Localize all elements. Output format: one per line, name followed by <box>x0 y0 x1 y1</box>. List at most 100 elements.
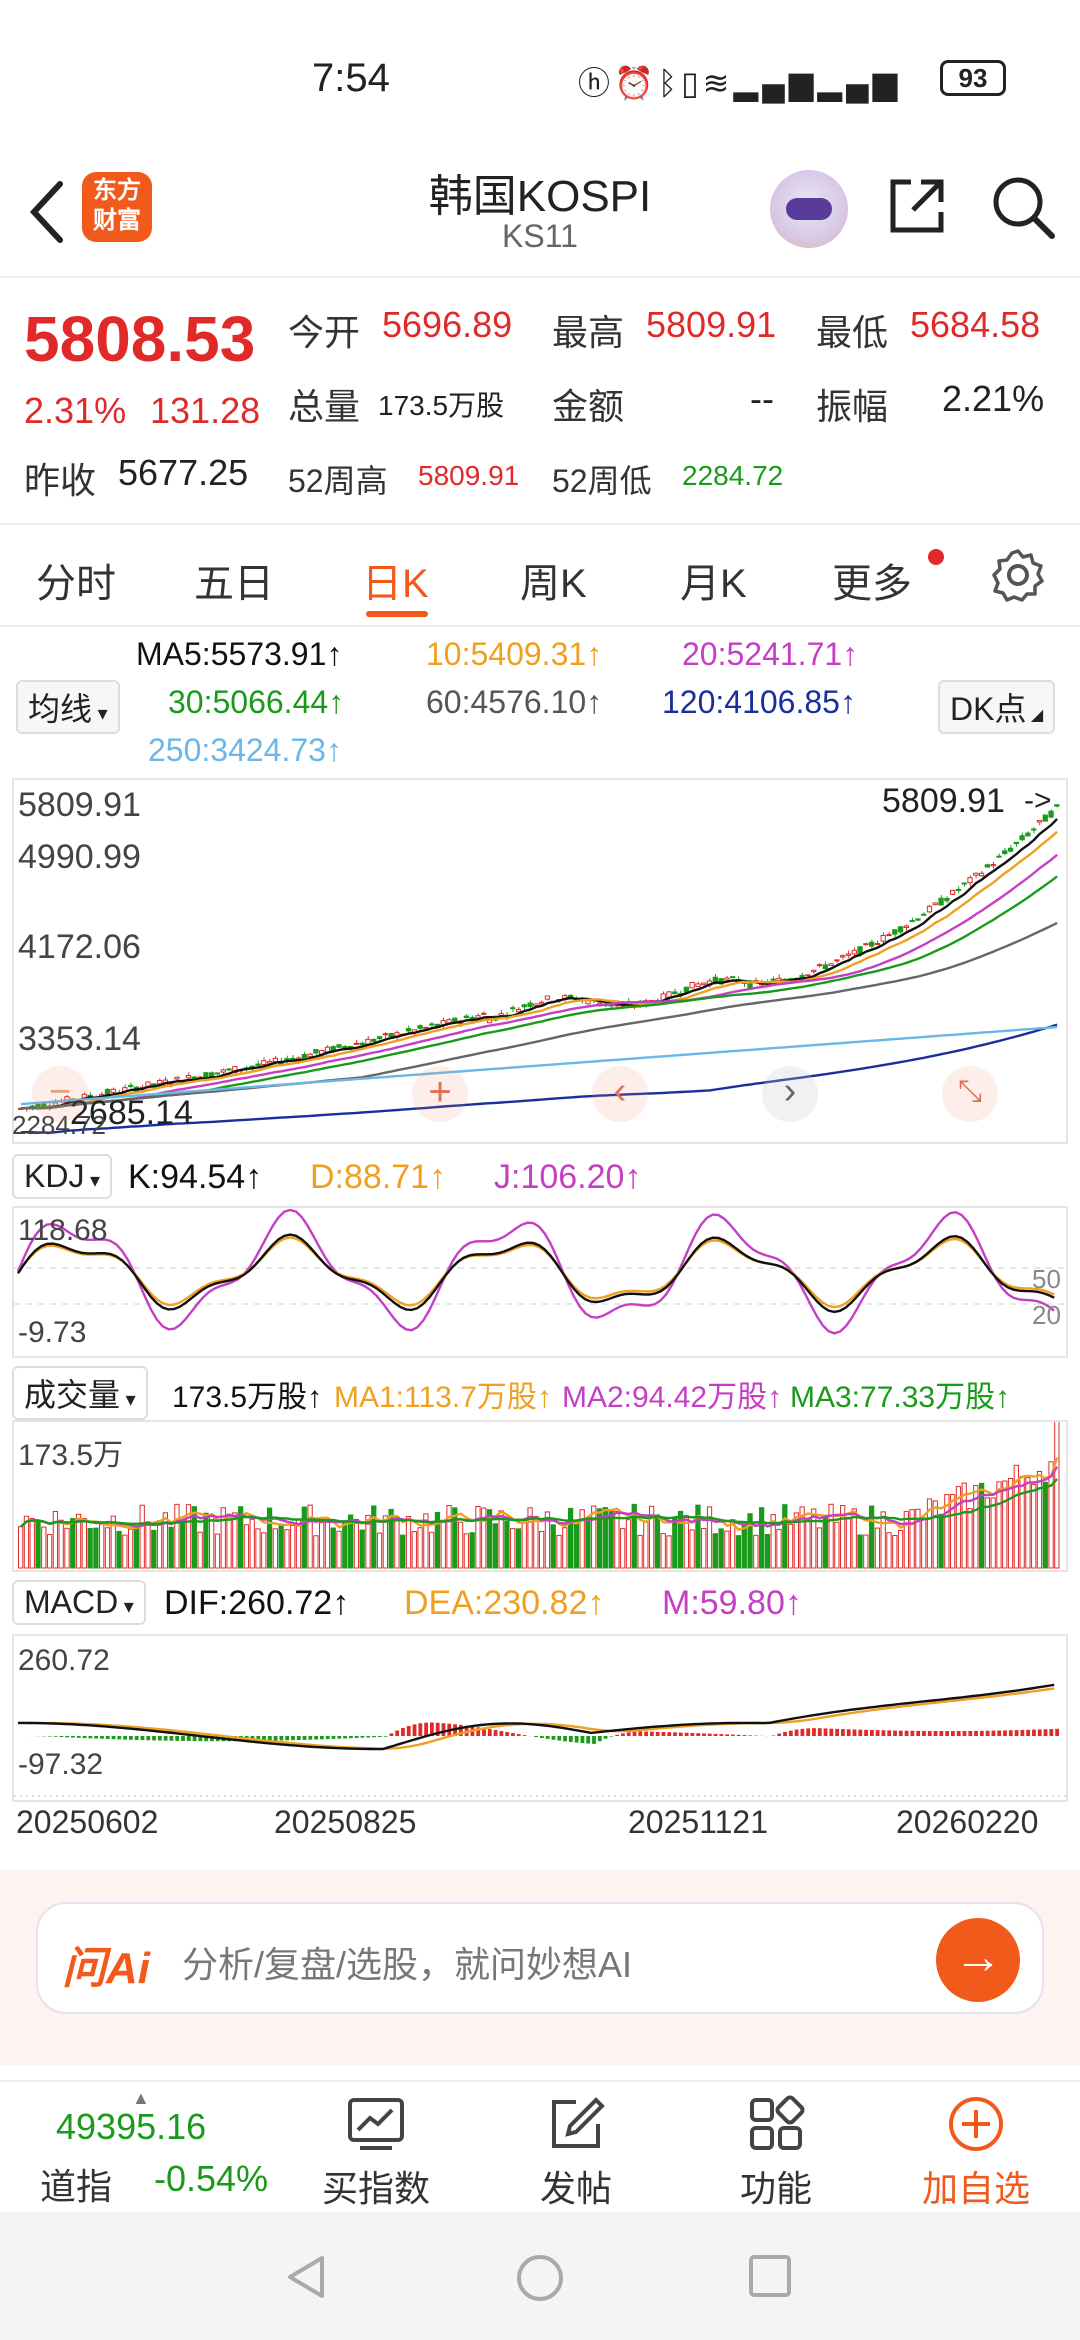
home-circle-icon[interactable] <box>514 2252 566 2304</box>
volume-bar <box>868 1505 875 1569</box>
macd-selector[interactable]: MACD ▾ <box>12 1580 146 1625</box>
macd-m-value: M:59.80↑ <box>662 1584 802 1622</box>
kline-chart[interactable]: 5809.91 4990.99 4172.06 3353.14 2685.14 … <box>12 778 1068 1144</box>
candle-body <box>955 888 962 891</box>
back-button[interactable] <box>20 172 80 252</box>
candle-body <box>834 959 840 962</box>
volume-bar <box>434 1511 441 1569</box>
functions-button[interactable]: 功能 <box>676 2082 876 2212</box>
volume-bar <box>874 1527 881 1569</box>
candle-body <box>382 1033 388 1036</box>
volume-bar <box>562 1527 568 1569</box>
settings-button[interactable] <box>990 547 1046 608</box>
volume-bar <box>122 1534 128 1569</box>
volume-bar <box>405 1516 412 1569</box>
volume-bar <box>365 1514 371 1569</box>
ai-submit-button[interactable]: → <box>936 1918 1020 2002</box>
candle-body <box>544 995 551 1000</box>
volume-bar <box>209 1513 215 1569</box>
buy-index-button[interactable]: 买指数 <box>276 2082 476 2212</box>
kdj-selector[interactable]: KDJ ▾ <box>12 1154 113 1199</box>
zoom-in-button[interactable]: + <box>412 1066 468 1122</box>
low-label: 最低 <box>816 312 889 353</box>
candle-body <box>376 1036 383 1040</box>
dow-index-value: 49395.16 <box>56 2106 207 2147</box>
tab-daily-k[interactable]: 日K <box>362 562 429 606</box>
volume-bar <box>718 1528 724 1569</box>
candle-body <box>527 1002 533 1008</box>
volume-bar <box>342 1520 348 1569</box>
volume-bar <box>677 1510 684 1569</box>
tab-weekly-k[interactable]: 周K <box>520 562 587 606</box>
volume-bar <box>776 1528 782 1569</box>
tab-monthly-k[interactable]: 月K <box>680 562 747 606</box>
candle-body <box>533 1003 539 1007</box>
scroll-left-button[interactable]: ‹ <box>592 1066 648 1122</box>
volume-bar <box>666 1535 672 1569</box>
volume-bar <box>197 1531 203 1569</box>
candle-body <box>892 929 898 935</box>
volume-bar <box>625 1519 632 1569</box>
volume-bar <box>266 1507 273 1569</box>
apps-grid-icon <box>750 2095 805 2150</box>
ma120-line <box>20 1023 1058 1134</box>
candle-body <box>990 864 996 867</box>
dow-index-change: -0.54% <box>154 2158 269 2199</box>
candle-body <box>203 1072 209 1079</box>
post-button[interactable]: 发帖 <box>476 2082 676 2212</box>
candle-body <box>811 969 817 973</box>
tab-five-day[interactable]: 五日 <box>194 562 274 606</box>
ai-search-bar[interactable]: 问Ai 分析/复盘/选股，就问妙想AI → <box>36 1902 1044 2014</box>
volume-bar <box>973 1485 979 1569</box>
share-button[interactable] <box>885 174 949 238</box>
tab-intraday[interactable]: 分时 <box>36 562 116 606</box>
kline-y-label: 3353.14 <box>18 1020 141 1058</box>
volume-bar <box>984 1497 991 1569</box>
52w-low-label: 52周低 <box>552 463 652 499</box>
wifi-icon: ≋ <box>702 65 734 101</box>
ma-selector[interactable]: 均线 ▾ <box>16 680 120 734</box>
dow-index-ticker[interactable]: ▲ 49395.16 道指 -0.54% <box>0 2082 290 2212</box>
search-button[interactable] <box>988 172 1058 242</box>
fullscreen-button[interactable]: ⤡ <box>942 1066 998 1122</box>
candle-body <box>799 974 805 978</box>
volume-bar <box>816 1527 823 1569</box>
volume-bar <box>533 1516 539 1569</box>
volume-value: 173.5万股 <box>378 390 505 421</box>
add-watchlist-button[interactable]: 加自选 <box>876 2082 1076 2212</box>
kdj-ref-50: 50 <box>1032 1264 1061 1294</box>
dk-point-button[interactable]: DK点 ◢ <box>938 680 1056 734</box>
ai-input-placeholder[interactable]: 分析/复盘/选股，就问妙想AI <box>182 1944 633 1985</box>
scroll-right-button[interactable]: › <box>762 1066 818 1122</box>
volume-bar <box>127 1528 134 1569</box>
back-triangle-icon[interactable] <box>282 2252 332 2302</box>
volume-bar <box>423 1513 429 1569</box>
candle-body <box>429 1023 435 1026</box>
ai-assistant-avatar[interactable] <box>770 170 848 248</box>
volume-bar <box>463 1533 470 1569</box>
candle-body <box>1013 841 1019 845</box>
high-value: 5809.91 <box>646 304 777 345</box>
volume-bar <box>510 1528 516 1569</box>
candle-body <box>921 913 927 916</box>
tab-more[interactable]: 更多 <box>832 562 912 606</box>
dropdown-icon: ▾ <box>120 1389 136 1411</box>
header: 东方 财富 韩国KOSPI KS11 <box>0 150 1080 278</box>
volume-bar <box>1025 1477 1031 1569</box>
volume-bar <box>492 1523 498 1569</box>
candle-body <box>701 982 707 986</box>
volume-bar <box>1036 1470 1043 1569</box>
volume-bar <box>932 1500 938 1569</box>
zoom-out-button[interactable]: − <box>32 1066 88 1122</box>
recents-square-icon[interactable] <box>746 2252 794 2300</box>
ai-logo: 问Ai <box>62 1944 150 1993</box>
candle-body <box>724 977 730 981</box>
volume-bar <box>1013 1464 1019 1569</box>
volume-bar <box>324 1518 331 1569</box>
ma20-line <box>20 853 1058 1110</box>
volume-bar <box>145 1521 151 1569</box>
open-label: 今开 <box>288 312 361 353</box>
volume-bar <box>1019 1476 1025 1569</box>
candle-body <box>909 920 915 923</box>
volume-selector[interactable]: 成交量 ▾ <box>12 1366 148 1420</box>
